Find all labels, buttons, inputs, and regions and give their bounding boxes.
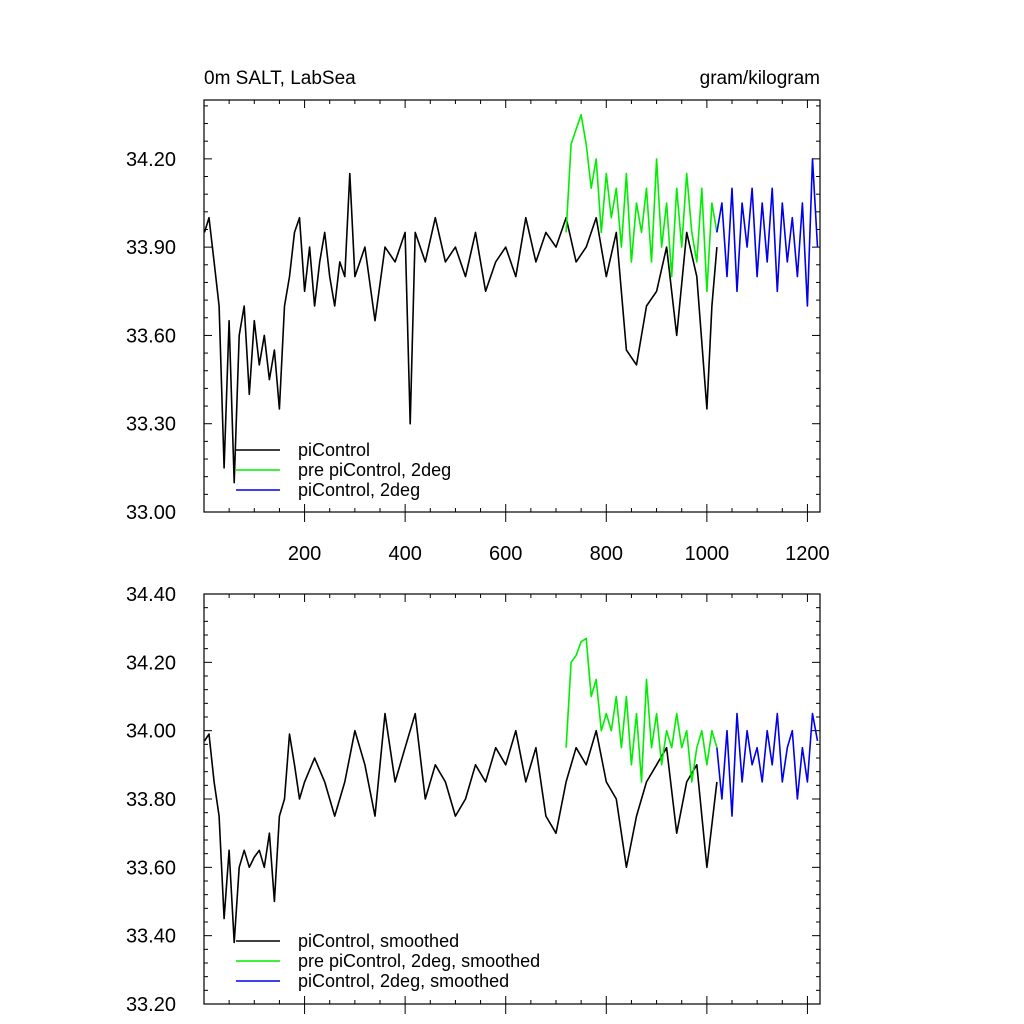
y-tick-labels: 33.00 33.30 33.60 33.90 34.20 bbox=[126, 149, 176, 524]
legend-label: piControl, 2deg, smoothed bbox=[298, 971, 509, 991]
x-tick-label: 1000 bbox=[685, 543, 730, 565]
legend-label: piControl, smoothed bbox=[298, 931, 459, 951]
y-tick-label: 33.00 bbox=[126, 502, 176, 524]
series-line-picontrol-2deg-smoothed bbox=[716, 712, 819, 817]
y-tick-label: 34.20 bbox=[126, 149, 176, 171]
x-tick-labels: 200 400 600 800 1000 1200 bbox=[288, 543, 830, 565]
plot-frame bbox=[203, 593, 821, 1005]
y-tick-label: 34.40 bbox=[126, 584, 176, 606]
x-tick-label: 1200 bbox=[785, 543, 830, 565]
y-tick-label: 33.60 bbox=[126, 857, 176, 879]
y-tick-label: 33.90 bbox=[126, 237, 176, 259]
chart-title: 0m SALT, LabSea bbox=[204, 68, 356, 89]
y-tick-label: 33.60 bbox=[126, 325, 176, 347]
y-tick-label: 33.80 bbox=[126, 789, 176, 811]
y-tick-label: 33.40 bbox=[126, 926, 176, 948]
tick-marks bbox=[204, 100, 820, 522]
y-tick-label: 33.20 bbox=[126, 994, 176, 1016]
legend-label: pre piControl, 2deg bbox=[298, 460, 451, 480]
panel-top: 0m SALT, LabSea gram/kilogram 33.00 33.30… bbox=[126, 68, 830, 565]
series-line-picontrol-2deg bbox=[716, 158, 819, 307]
legend-label: piControl bbox=[298, 440, 370, 460]
series-line-picontrol-smoothed bbox=[203, 712, 718, 944]
y-tick-label: 34.00 bbox=[126, 721, 176, 743]
series-lines bbox=[203, 637, 819, 944]
x-tick-label: 400 bbox=[388, 543, 421, 565]
series-line-pre-picontrol-2deg-smoothed bbox=[565, 637, 718, 783]
plot-frame bbox=[203, 99, 821, 513]
x-tick-label: 600 bbox=[489, 543, 522, 565]
y-tick-label: 33.30 bbox=[126, 414, 176, 436]
x-tick-label: 200 bbox=[288, 543, 321, 565]
panel-bottom: 33.20 33.40 33.60 33.80 34.00 34.20 34.40 piCo… bbox=[126, 584, 821, 1016]
chart-units-label: gram/kilogram bbox=[700, 68, 820, 89]
x-tick-label: 800 bbox=[590, 543, 623, 565]
series-lines bbox=[203, 113, 819, 484]
y-tick-label: 34.20 bbox=[126, 652, 176, 674]
legend-label: pre piControl, 2deg, smoothed bbox=[298, 951, 540, 971]
series-line-pre-picontrol-2deg bbox=[565, 113, 718, 293]
y-tick-labels: 33.20 33.40 33.60 33.80 34.00 34.20 34.40 bbox=[126, 584, 176, 1016]
legend-label: piControl, 2deg bbox=[298, 480, 420, 500]
series-line-picontrol bbox=[203, 172, 718, 484]
